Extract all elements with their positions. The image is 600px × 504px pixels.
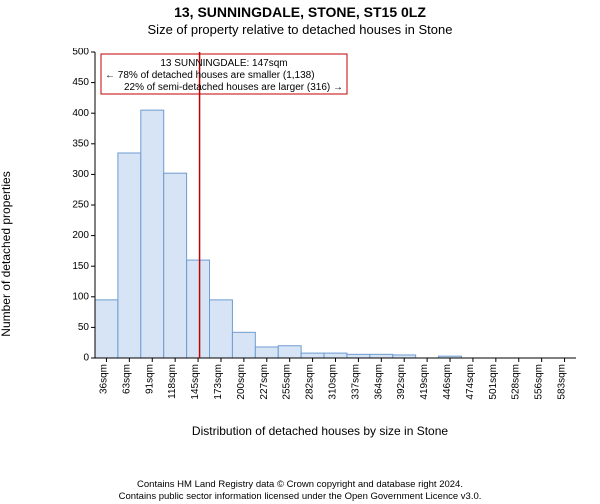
y-axis: 0 50 100 150 200 250 300 350 400 450 500	[72, 48, 95, 364]
x-tick-label: 364sqm	[373, 364, 384, 400]
bar	[324, 353, 347, 358]
y-tick-label: 250	[72, 200, 89, 211]
callout-line-3: 22% of semi-detached houses are larger (…	[124, 82, 343, 93]
x-tick-label: 173sqm	[213, 364, 224, 400]
y-tick-label: 0	[83, 353, 89, 364]
bar	[95, 300, 118, 358]
x-tick-label: 145sqm	[190, 364, 201, 400]
x-tick-label: 227sqm	[259, 364, 270, 400]
chart-title: 13, SUNNINGDALE, STONE, ST15 0LZ	[0, 4, 600, 20]
x-tick-label: 310sqm	[328, 364, 339, 400]
bar	[370, 354, 393, 358]
y-tick-label: 200	[72, 230, 89, 241]
callout-line-1: 13 SUNNINGDALE: 147sqm	[160, 58, 287, 69]
x-axis-label: Distribution of detached houses by size …	[60, 424, 580, 438]
histogram-svg: 0 50 100 150 200 250 300 350 400 450 500 36sqm 63sq…	[60, 48, 580, 418]
x-tick-label: 91sqm	[144, 364, 155, 394]
footer-line-2: Contains public sector information licen…	[0, 491, 600, 502]
y-tick-label: 300	[72, 169, 89, 180]
x-tick-label: 282sqm	[305, 364, 316, 400]
x-tick-label: 474sqm	[465, 364, 476, 400]
bar	[118, 153, 141, 358]
bar	[164, 173, 187, 358]
y-tick-label: 450	[72, 77, 89, 88]
x-tick-label: 63sqm	[121, 364, 132, 394]
y-tick-label: 150	[72, 261, 89, 272]
chart-subtitle: Size of property relative to detached ho…	[0, 22, 600, 37]
bar	[255, 347, 278, 358]
y-tick-label: 400	[72, 108, 89, 119]
bar	[301, 353, 324, 358]
x-tick-label: 255sqm	[282, 364, 293, 400]
x-tick-label: 200sqm	[236, 364, 247, 400]
y-tick-label: 50	[78, 322, 90, 333]
x-tick-label: 446sqm	[442, 364, 453, 400]
footer: Contains HM Land Registry data © Crown c…	[0, 479, 600, 502]
x-tick-label: 392sqm	[396, 364, 407, 400]
bar	[278, 346, 301, 358]
x-axis: 36sqm 63sqm 91sqm 118sqm 145sqm 173sqm 200sqm 2…	[95, 358, 576, 400]
bar	[141, 110, 164, 358]
bar	[232, 332, 255, 358]
y-tick-label: 100	[72, 291, 89, 302]
bars-group	[95, 110, 461, 358]
x-tick-label: 528sqm	[511, 364, 522, 400]
bar	[210, 300, 233, 358]
x-tick-label: 337sqm	[350, 364, 361, 400]
x-tick-label: 583sqm	[557, 364, 568, 400]
bar	[347, 354, 370, 358]
x-tick-label: 419sqm	[419, 364, 430, 400]
x-tick-label: 118sqm	[167, 364, 178, 399]
footer-line-1: Contains HM Land Registry data © Crown c…	[0, 479, 600, 490]
x-tick-label: 36sqm	[98, 364, 109, 394]
callout-box: 13 SUNNINGDALE: 147sqm ← 78% of detached…	[101, 54, 347, 94]
y-axis-label: Number of detached properties	[0, 171, 13, 336]
plot-area: 0 50 100 150 200 250 300 350 400 450 500 36sqm 63sq…	[60, 48, 580, 418]
y-tick-label: 350	[72, 138, 89, 149]
x-tick-label: 556sqm	[534, 364, 545, 400]
y-tick-label: 500	[72, 48, 89, 58]
bar	[187, 260, 210, 358]
x-tick-label: 501sqm	[488, 364, 499, 400]
callout-line-2: ← 78% of detached houses are smaller (1,…	[105, 70, 315, 81]
